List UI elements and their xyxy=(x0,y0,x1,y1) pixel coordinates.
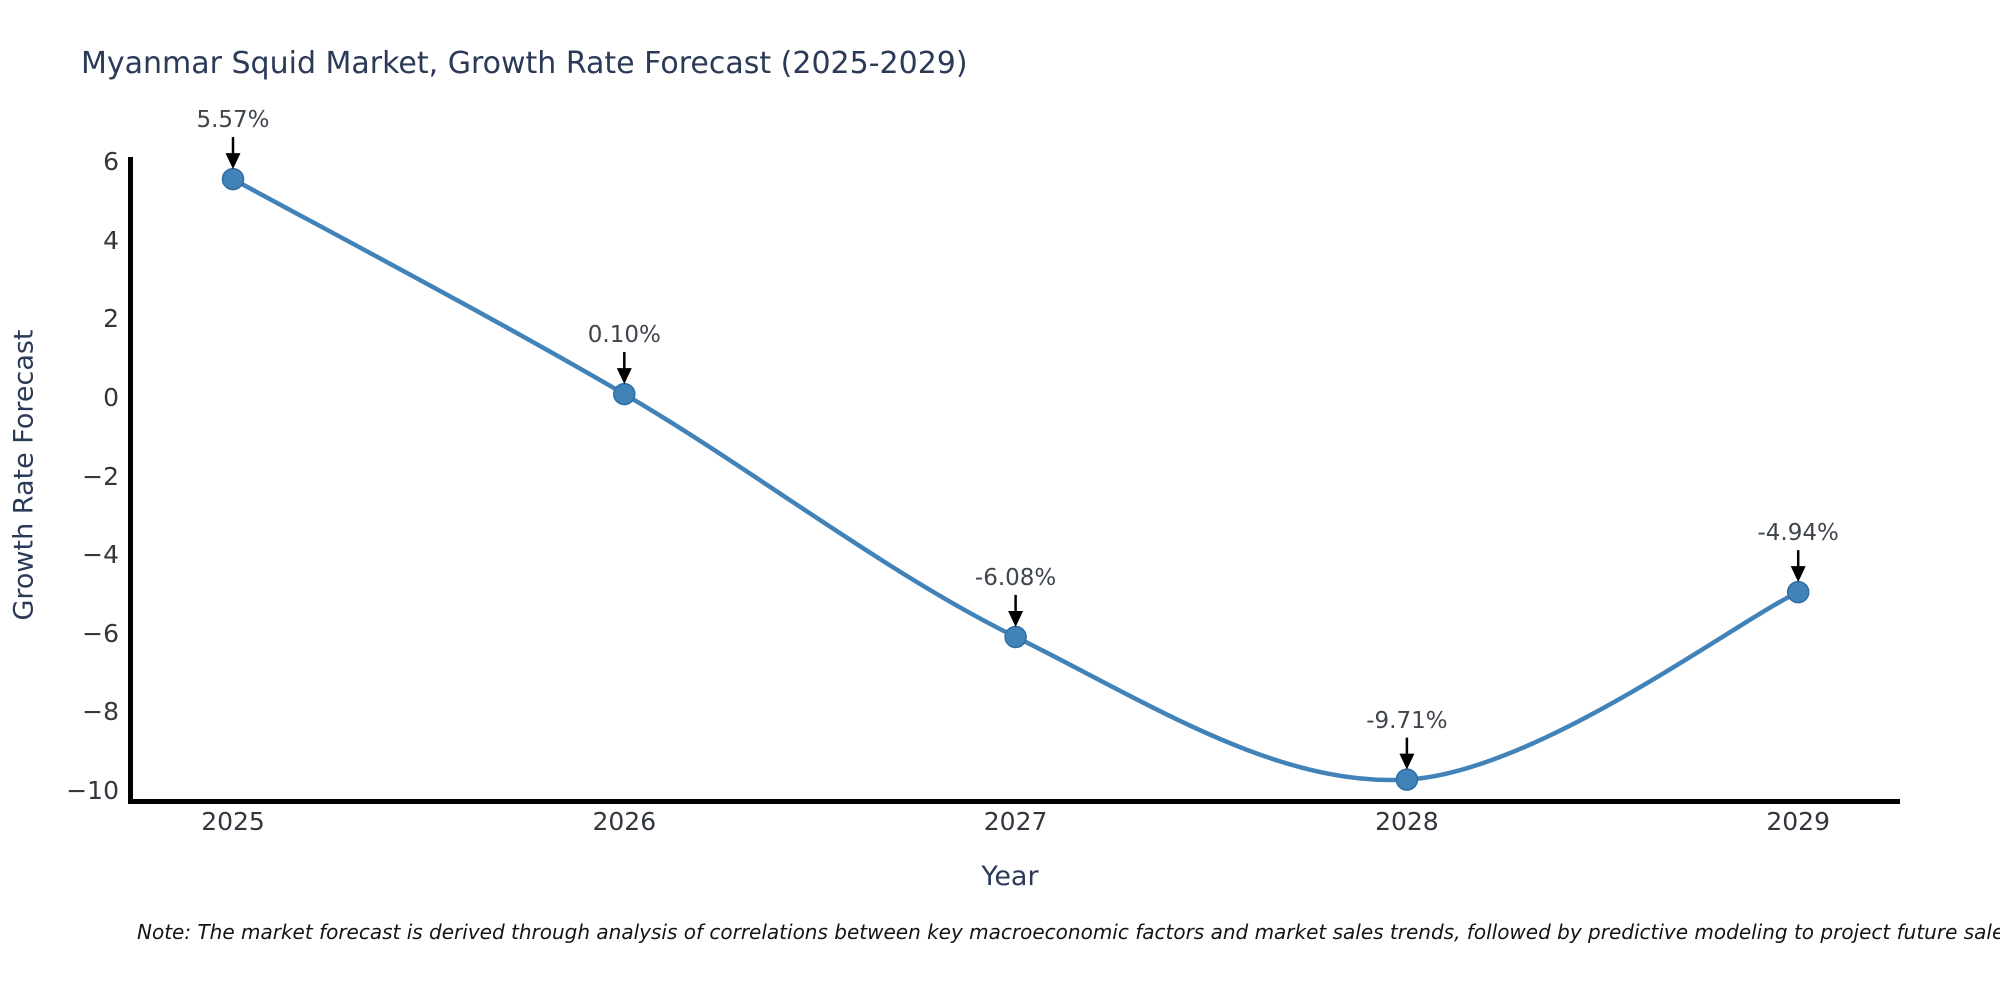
x-tick-label: 2029 xyxy=(1766,807,1830,836)
y-tick-label: 2 xyxy=(103,304,119,334)
x-tick-label: 2028 xyxy=(1375,807,1439,836)
data-point-marker xyxy=(1395,768,1419,791)
y-tick-label: 4 xyxy=(103,225,119,255)
point-value-annotation: -6.08% xyxy=(974,564,1057,591)
data-point-marker xyxy=(221,167,245,191)
y-tick-label: 0 xyxy=(103,383,119,412)
chart-footnote: Note: The market forecast is derived thr… xyxy=(137,920,2000,944)
forecast-line xyxy=(230,176,1801,783)
point-value-annotation: -9.71% xyxy=(1366,707,1448,734)
axis-spines xyxy=(128,157,1900,804)
y-tick-label: −6 xyxy=(82,618,119,648)
point-value-annotation: -4.94% xyxy=(1757,520,1839,547)
annotation-arrow-head xyxy=(1790,566,1806,583)
y-tick-label: 6 xyxy=(103,147,119,177)
annotation-arrow-head xyxy=(616,368,632,385)
annotation-arrow-head xyxy=(225,153,241,170)
annotation-arrow-head xyxy=(1008,610,1024,627)
chart-title: Myanmar Squid Market, Growth Rate Foreca… xyxy=(81,46,968,81)
y-tick-label: −4 xyxy=(82,540,119,570)
data-point-marker xyxy=(1004,625,1027,649)
y-tick-label: −8 xyxy=(82,697,119,727)
data-point-marker xyxy=(613,382,636,406)
annotation-arrow-head xyxy=(1399,753,1415,770)
point-value-annotation: 0.10% xyxy=(587,322,661,349)
y-tick-label: −10 xyxy=(66,776,119,805)
x-axis-label: Year xyxy=(981,861,1039,892)
y-tick-label: −2 xyxy=(82,461,119,491)
x-tick-label: 2027 xyxy=(983,807,1048,836)
x-tick-label: 2026 xyxy=(592,807,657,836)
point-value-annotation: 5.57% xyxy=(196,107,270,134)
x-tick-label: 2025 xyxy=(201,807,265,836)
data-point-marker xyxy=(1786,580,1810,604)
